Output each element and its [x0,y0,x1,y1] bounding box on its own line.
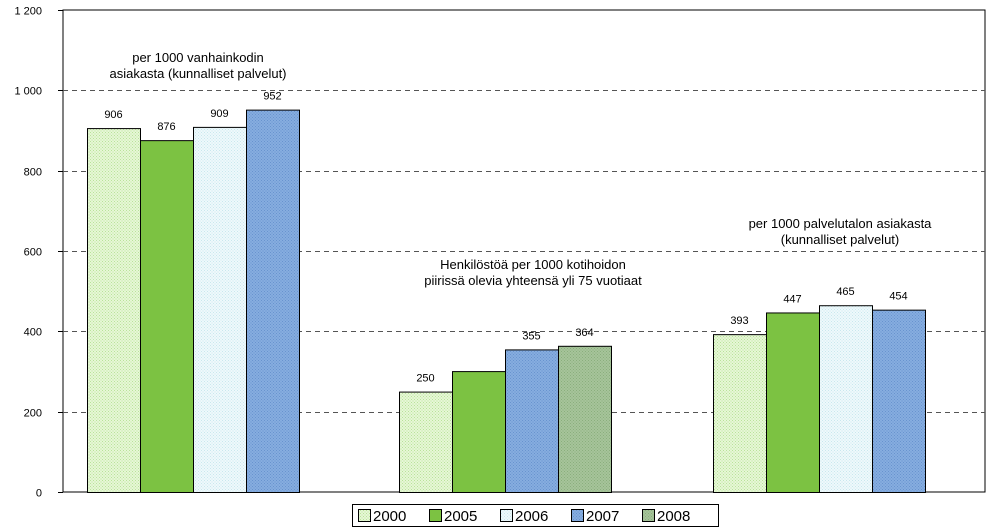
data-label: 465 [836,286,854,298]
y-tick-label: 1 200 [14,6,42,18]
legend-box [352,504,719,527]
data-label: 454 [889,291,907,303]
data-label: 250 [416,373,434,385]
data-label: 876 [157,121,175,133]
y-tick-label: 400 [24,327,42,339]
annotation-line: asiakasta (kunnalliset palvelut) [109,66,286,81]
data-label: 393 [730,315,748,327]
bar-2000 [399,391,453,494]
bar-2007 [246,109,300,493]
group-annotation: Henkilöstöä per 1000 kotihoidon piirissä … [424,257,642,288]
legend-label-2005: 2005 [444,508,477,525]
bars [87,109,926,494]
group-annotation: per 1000 vanhainkodin asiakasta (kunnalli… [109,50,286,81]
bar-2000 [87,128,141,493]
legend-swatch-2008 [642,509,655,522]
legend-label-2006: 2006 [515,508,548,525]
bar-2005 [140,140,194,493]
legend-label-2008: 2008 [657,508,690,525]
bar-2000 [713,334,767,493]
y-tick-label: 0 [36,488,42,500]
annotation-line: (kunnalliset palvelut) [781,232,900,247]
data-label: 952 [263,91,281,103]
bar-2005 [766,312,820,493]
data-label: 447 [783,293,801,305]
y-tick-label: 1 000 [14,86,42,98]
annotation-line: piirissä olevia yhteensä yli 75 vuotiaat [424,273,642,288]
annotations: per 1000 vanhainkodin asiakasta (kunnalli… [109,50,932,288]
bar-2005 [452,371,506,493]
y-tick-label: 600 [24,247,42,259]
data-label: 355 [522,330,540,342]
annotation-line: per 1000 palvelutalon asiakasta [749,216,933,231]
legend-swatch-2005 [429,509,442,522]
data-label: 909 [210,108,228,120]
bar-2008 [558,345,612,493]
legend-swatch-2000 [358,509,371,522]
data-label: 364 [575,327,593,339]
group-annotation: per 1000 palvelutalon asiakasta (kunnalli… [749,216,933,247]
y-axis: 0 200 400 600 800 1 000 1 200 [14,6,63,500]
y-tick-label: 800 [24,167,42,179]
bar-2006 [193,126,247,493]
annotation-line: per 1000 vanhainkodin [132,50,264,65]
y-tick-label: 200 [24,408,42,420]
legend-swatch-2007 [571,509,584,522]
bar-2007 [505,349,559,493]
bar-2006 [819,305,873,493]
annotation-line: Henkilöstöä per 1000 kotihoidon [440,257,626,272]
data-label: 906 [104,109,122,121]
legend-label-2007: 2007 [586,508,619,525]
bar-2007 [872,309,926,494]
legend: 2000 2005 2006 2007 2008 [352,504,719,527]
legend-label-2000: 2000 [373,508,406,525]
data-labels: 906 876 909 952 250 355 364 393 447 465 454 [104,91,907,385]
legend-swatch-2006 [500,509,513,522]
